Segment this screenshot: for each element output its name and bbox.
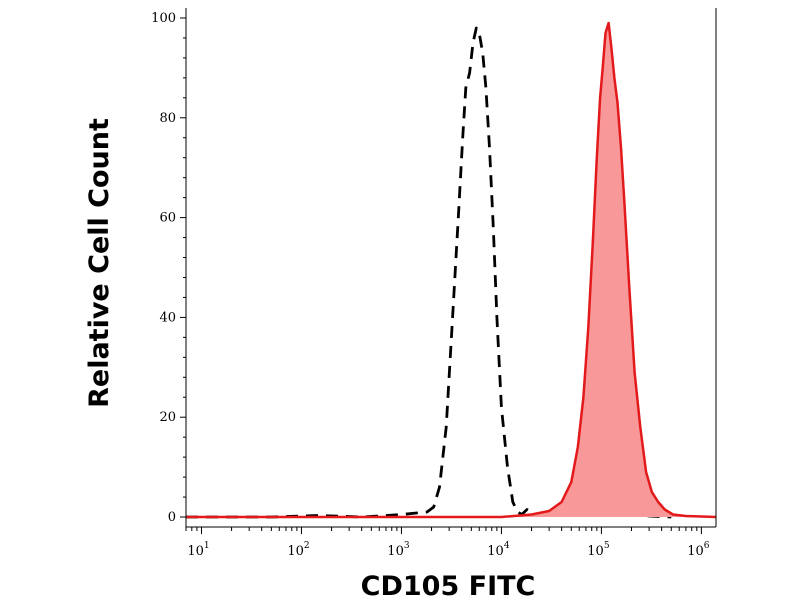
- x-tick-label: 104: [487, 541, 510, 559]
- y-tick-label: 100: [151, 11, 176, 26]
- x-tick-label: 101: [187, 541, 209, 559]
- y-tick-label: 20: [159, 410, 176, 425]
- series-1-fill: [186, 23, 716, 517]
- x-tick-label: 105: [587, 541, 610, 559]
- ticks: 0 20 40 60 80 100 101 102 103 104 105 106: [151, 11, 710, 559]
- y-tick-label: 80: [159, 111, 176, 126]
- axes: [185, 8, 717, 528]
- y-axis-title: Relative Cell Count: [84, 118, 115, 408]
- plot-area: [186, 21, 717, 519]
- y-tick-label: 40: [159, 310, 176, 325]
- x-tick-label: 106: [687, 541, 710, 559]
- x-axis-title: CD105 FITC: [361, 571, 536, 600]
- y-tick-label: 0: [168, 510, 176, 525]
- series-0-line: [186, 26, 672, 519]
- x-tick-label: 103: [387, 541, 410, 559]
- x-tick-label: 102: [287, 541, 309, 559]
- series-1-line: [186, 21, 717, 519]
- y-tick-label: 60: [159, 211, 176, 226]
